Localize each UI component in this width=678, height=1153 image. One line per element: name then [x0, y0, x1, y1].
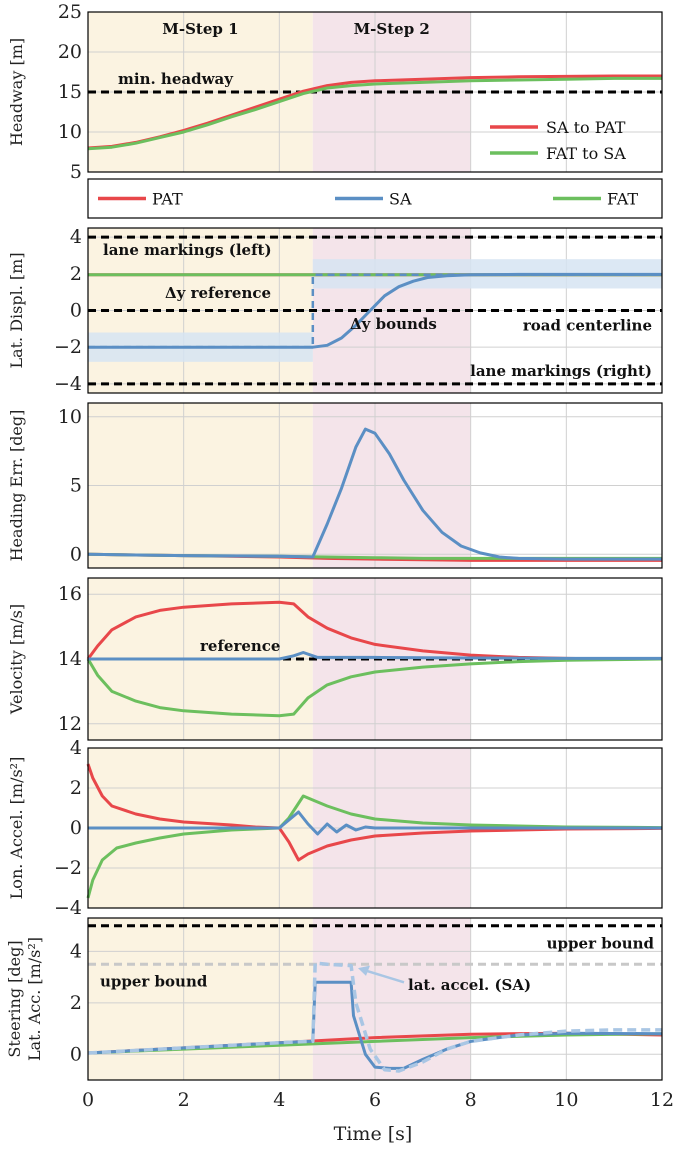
- y-axis-label-secondary: Lat. Acc. [m/s²]: [25, 937, 44, 1061]
- y-tick-label: 4: [70, 940, 82, 962]
- series-sa: [87, 980, 663, 1070]
- y-tick-label: 5: [70, 475, 82, 497]
- y-tick-label: 0: [70, 300, 82, 322]
- series-fat: [86, 657, 663, 718]
- y-axis-label: Lat. Displ. [m]: [7, 252, 26, 368]
- panel-heading: 0 5 10 Heading Err. [deg]: [7, 402, 663, 569]
- y-tick-label: 25: [58, 1, 82, 23]
- y-tick-label: 2: [70, 992, 82, 1014]
- x-tick-label: 2: [178, 1089, 190, 1111]
- y-tick-label: −2: [54, 857, 82, 879]
- y-tick-label: 0: [70, 817, 82, 839]
- panel-lat: −4 −2 0 2 4 Lat. Displ. [m] lane markings (lef…: [7, 226, 663, 395]
- reference-line-label: lane markings (left): [103, 241, 272, 259]
- panel-headway: 5 10 15 20 25 Headway [m] M-Step 1 M-Step 2 min.…: [7, 1, 663, 183]
- phase-shade: [88, 918, 313, 1080]
- y-tick-label: 2: [70, 777, 82, 799]
- y-tick-label: 5: [70, 161, 82, 183]
- x-axis-label: Time [s]: [334, 1123, 413, 1145]
- annotation-arrow-head: [358, 965, 370, 976]
- phase-shade: [312, 918, 471, 1080]
- x-tick-label: 10: [554, 1089, 578, 1111]
- y-tick-label: 16: [58, 583, 82, 605]
- y-tick-label: −4: [54, 897, 82, 919]
- x-tick-label: 8: [465, 1089, 477, 1111]
- series-fat: [86, 794, 663, 899]
- y-tick-label: −2: [54, 336, 82, 358]
- y-axis-label: Heading Err. [deg]: [7, 410, 26, 562]
- y-tick-label: 10: [58, 406, 82, 428]
- reference-line-label: upper bound: [100, 972, 208, 990]
- series-sa: [87, 427, 662, 561]
- phase-label: M-Step 1: [162, 20, 238, 38]
- series-fat-to-sa: [87, 76, 662, 151]
- reference-line-label: min. headway: [118, 70, 234, 88]
- reference-line-label: upper bound: [547, 935, 655, 953]
- axes-frame: [87, 11, 663, 173]
- dy-bounds-label: Δy bounds: [350, 315, 437, 333]
- phase-label: M-Step 2: [354, 20, 430, 38]
- x-tick-label: 0: [82, 1089, 94, 1111]
- y-tick-label: −4: [54, 373, 82, 395]
- y-axis-label: Headway [m]: [7, 38, 26, 146]
- y-axis-label: Lon. Accel. [m/s²]: [7, 757, 26, 900]
- y-tick-label: 0: [70, 1043, 82, 1065]
- x-tick-label: 12: [650, 1089, 674, 1111]
- y-axis-label: Velocity [m/s]: [7, 604, 26, 715]
- y-tick-label: 14: [58, 648, 82, 670]
- y-tick-label: 4: [70, 226, 82, 248]
- axes-frame: [87, 747, 663, 909]
- series-sa: [88, 810, 662, 836]
- panel-lonacc: −4 −2 0 2 4 Lon. Accel. [m/s²]: [7, 737, 663, 919]
- reference-line-label: reference: [200, 637, 280, 655]
- x-tick-label: 4: [273, 1089, 285, 1111]
- y-axis-label: Steering [deg]: [5, 940, 24, 1057]
- y-tick-label: 10: [58, 121, 82, 143]
- legend-label: SA to PAT: [546, 118, 626, 137]
- y-tick-label: 15: [58, 81, 82, 103]
- panel-velocity: 12 14 16 Velocity [m/s] reference: [7, 577, 663, 741]
- legend-label-fat: FAT: [607, 190, 638, 209]
- legend-label-pat: PAT: [152, 190, 183, 209]
- series-sa: [88, 651, 662, 661]
- reference-line-label: road centerline: [523, 317, 652, 335]
- series-legend: PAT SA FAT: [87, 178, 663, 219]
- panel-steering: 0 2 4 Steering [deg] Lat. Acc. [m/s²] upper b…: [5, 917, 674, 1111]
- y-tick-label: 4: [70, 737, 82, 759]
- y-tick-label: 20: [58, 41, 82, 63]
- reference-line-label: lane markings (right): [470, 362, 652, 380]
- legend-label: FAT to SA: [546, 144, 626, 163]
- y-tick-label: 2: [70, 263, 82, 285]
- dy-reference-label: Δy reference: [165, 284, 271, 302]
- series-lat-accel-sa-: [87, 961, 662, 1073]
- lat-accel-label: lat. accel. (SA): [408, 976, 531, 994]
- series-pat: [86, 763, 663, 862]
- annotation-arrow: [361, 968, 405, 984]
- axes-frame: [87, 227, 663, 394]
- legend-label-sa: SA: [389, 190, 412, 209]
- axes-frame: [87, 402, 663, 569]
- y-tick-label: 12: [58, 713, 82, 735]
- x-tick-label: 6: [369, 1089, 381, 1111]
- dy-reference-line: [88, 273, 662, 349]
- axes-frame: [87, 577, 663, 741]
- axes-frame: [87, 917, 663, 1081]
- y-tick-label: 0: [70, 543, 82, 565]
